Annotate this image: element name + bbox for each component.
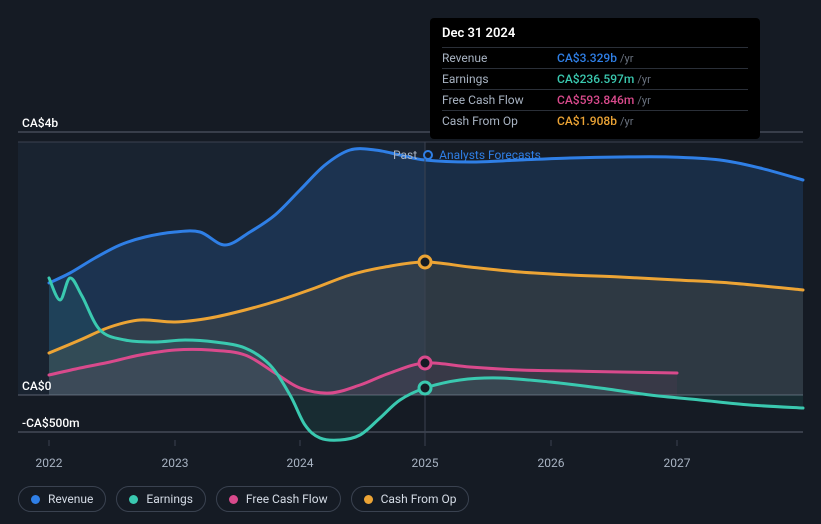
- divider-past-label: Past: [393, 148, 417, 162]
- tooltip-row-unit: /yr: [637, 94, 650, 107]
- legend: Revenue Earnings Free Cash Flow Cash From O…: [18, 486, 469, 512]
- x-axis-label: 2026: [538, 456, 565, 470]
- legend-item-earnings[interactable]: Earnings: [116, 486, 206, 512]
- divider-dot-icon: [423, 150, 433, 160]
- legend-item-cash_from_op[interactable]: Cash From Op: [351, 486, 470, 512]
- y-axis-label: CA$4b: [22, 116, 58, 130]
- tooltip-row: EarningsCA$236.597m/yr: [442, 68, 748, 89]
- marker-free_cash_flow[interactable]: [419, 357, 431, 369]
- legend-label: Revenue: [48, 492, 93, 506]
- tooltip-row: Free Cash FlowCA$593.846m/yr: [442, 89, 748, 110]
- legend-dot-icon: [229, 495, 238, 504]
- divider-forecast-label: Analysts Forecasts: [439, 148, 541, 162]
- x-axis-label: 2025: [412, 456, 439, 470]
- tooltip-row-value: CA$1.908b: [557, 114, 617, 128]
- marker-cash_from_op[interactable]: [419, 256, 431, 268]
- tooltip-row-label: Earnings: [442, 72, 557, 86]
- tooltip-row-label: Cash From Op: [442, 114, 557, 128]
- data-tooltip: Dec 31 2024 RevenueCA$3.329b/yrEarningsC…: [430, 18, 760, 139]
- marker-earnings[interactable]: [419, 382, 431, 394]
- tooltip-row-label: Free Cash Flow: [442, 93, 557, 107]
- legend-label: Cash From Op: [381, 492, 457, 506]
- tooltip-row-unit: /yr: [620, 115, 633, 128]
- legend-item-free_cash_flow[interactable]: Free Cash Flow: [216, 486, 341, 512]
- x-axis-label: 2027: [664, 456, 691, 470]
- tooltip-row: Cash From OpCA$1.908b/yr: [442, 110, 748, 131]
- tooltip-rows: RevenueCA$3.329b/yrEarningsCA$236.597m/y…: [442, 47, 748, 131]
- tooltip-row-unit: /yr: [620, 52, 633, 65]
- tooltip-row-value: CA$3.329b: [557, 51, 617, 65]
- tooltip-row: RevenueCA$3.329b/yr: [442, 47, 748, 68]
- financial-forecast-chart: Past Analysts Forecasts Dec 31 2024 Reve…: [0, 0, 821, 524]
- tooltip-row-label: Revenue: [442, 51, 557, 65]
- x-axis-label: 2023: [162, 456, 189, 470]
- legend-dot-icon: [31, 495, 40, 504]
- legend-label: Free Cash Flow: [246, 492, 328, 506]
- past-forecast-divider: Past Analysts Forecasts: [393, 148, 541, 162]
- tooltip-row-unit: /yr: [637, 73, 650, 86]
- tooltip-date: Dec 31 2024: [442, 26, 748, 47]
- legend-dot-icon: [364, 495, 373, 504]
- legend-label: Earnings: [146, 492, 193, 506]
- x-axis-label: 2022: [36, 456, 63, 470]
- legend-item-revenue[interactable]: Revenue: [18, 486, 106, 512]
- y-axis-label: CA$0: [22, 379, 51, 393]
- tooltip-row-value: CA$236.597m: [557, 72, 634, 86]
- tooltip-row-value: CA$593.846m: [557, 93, 634, 107]
- y-axis-label: -CA$500m: [22, 416, 80, 430]
- legend-dot-icon: [129, 495, 138, 504]
- x-axis-label: 2024: [287, 456, 314, 470]
